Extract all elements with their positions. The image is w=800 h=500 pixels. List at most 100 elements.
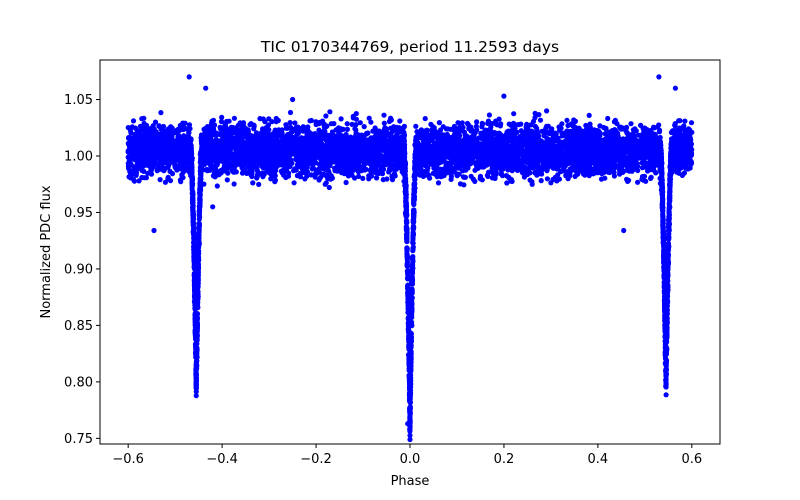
data-point <box>207 167 213 173</box>
data-point <box>638 132 644 138</box>
data-point <box>126 135 132 141</box>
data-point <box>139 116 145 122</box>
data-point <box>663 392 669 398</box>
data-point <box>688 120 695 126</box>
data-point <box>167 178 174 184</box>
data-points <box>125 74 695 443</box>
data-point <box>218 119 225 125</box>
data-point <box>131 177 137 183</box>
data-point <box>397 118 403 124</box>
data-point <box>233 135 239 141</box>
data-point <box>353 111 359 117</box>
data-point <box>231 115 237 121</box>
data-point <box>130 118 137 124</box>
data-point <box>381 120 387 126</box>
data-point <box>372 125 378 131</box>
data-point <box>436 120 442 126</box>
data-point <box>240 120 247 126</box>
data-point <box>321 171 327 177</box>
data-point <box>448 163 454 169</box>
data-point <box>292 120 298 126</box>
data-point <box>170 142 176 148</box>
data-point <box>287 109 294 116</box>
data-point <box>564 133 570 140</box>
data-point <box>157 177 163 183</box>
data-point <box>158 110 164 116</box>
data-point <box>254 175 260 181</box>
data-point <box>559 141 565 147</box>
data-point <box>388 115 394 121</box>
data-point <box>506 121 512 127</box>
data-point <box>539 145 545 151</box>
data-point <box>544 108 550 114</box>
data-point <box>165 164 171 170</box>
data-point <box>254 168 261 174</box>
data-point <box>251 123 257 129</box>
data-point <box>617 124 623 130</box>
data-point <box>518 128 524 134</box>
data-point <box>258 130 265 136</box>
data-point <box>498 171 504 177</box>
data-point <box>611 149 617 155</box>
data-point <box>505 161 511 167</box>
data-point <box>368 119 374 125</box>
data-point <box>407 432 413 438</box>
data-point <box>302 176 308 182</box>
data-point <box>635 179 641 185</box>
data-point <box>178 179 184 185</box>
data-point <box>596 133 602 139</box>
data-point <box>125 125 131 131</box>
data-point <box>316 177 322 183</box>
data-point <box>327 109 333 115</box>
data-point <box>266 116 272 122</box>
data-point <box>316 165 323 171</box>
data-point <box>212 174 218 180</box>
data-point <box>250 180 256 186</box>
data-point <box>186 122 193 128</box>
data-point <box>338 127 344 133</box>
data-point <box>656 122 662 128</box>
chart-title: TIC 0170344769, period 11.2593 days <box>260 38 559 56</box>
data-point <box>133 172 139 178</box>
data-point <box>586 112 592 118</box>
data-point <box>677 118 683 124</box>
data-point <box>245 135 251 142</box>
data-point <box>349 121 355 127</box>
data-point <box>323 113 329 119</box>
data-point <box>239 127 245 133</box>
data-point <box>179 173 185 180</box>
data-point <box>162 128 169 134</box>
data-point <box>468 173 474 179</box>
data-point <box>224 177 230 183</box>
data-point <box>580 171 587 177</box>
data-point <box>437 166 443 172</box>
data-point <box>132 131 138 137</box>
data-point <box>317 169 323 175</box>
data-point <box>539 128 545 134</box>
data-point <box>628 121 634 127</box>
data-point <box>212 122 218 128</box>
data-point <box>564 117 570 123</box>
data-point <box>282 142 288 148</box>
data-point <box>140 163 147 169</box>
data-point <box>413 123 419 129</box>
data-point <box>353 122 359 128</box>
data-point <box>432 171 439 177</box>
data-point <box>628 137 634 143</box>
data-point <box>232 164 238 170</box>
data-point <box>231 181 237 187</box>
data-point <box>287 120 293 126</box>
data-point <box>338 116 344 122</box>
data-point <box>638 122 644 128</box>
data-point <box>472 129 478 136</box>
data-point <box>129 169 135 175</box>
data-point <box>348 134 354 140</box>
data-point <box>474 119 480 125</box>
data-point <box>227 162 233 168</box>
data-point <box>139 167 145 173</box>
data-point <box>460 174 466 180</box>
data-point <box>219 114 225 120</box>
data-point <box>265 122 271 128</box>
data-point <box>564 128 570 134</box>
data-point <box>357 120 363 126</box>
